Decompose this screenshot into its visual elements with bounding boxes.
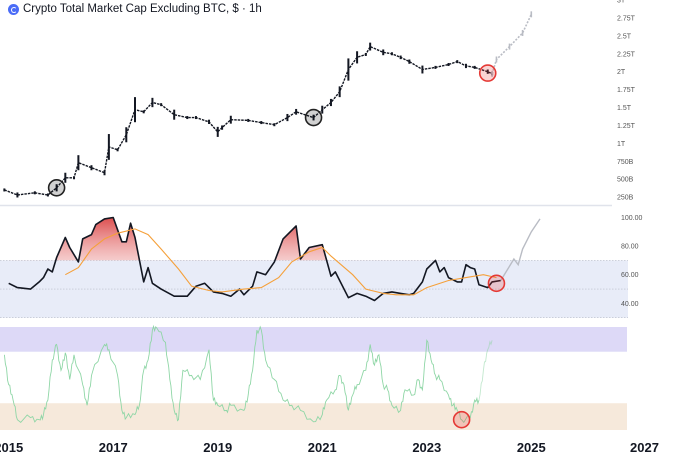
lower-band — [0, 403, 627, 430]
price-panel: 3T 2.75T 2.5T 2.25T 2T 1.75T 1.5T 1.25T 1T 750B 50… — [3, 0, 636, 202]
time-axis-label: 2017 — [99, 440, 128, 455]
upper-band — [0, 327, 627, 352]
price-candle — [273, 123, 276, 127]
price-candle — [408, 59, 411, 64]
time-axis-label: 2019 — [203, 440, 232, 455]
rsi-axis-label: 80.00 — [621, 244, 639, 251]
price-candle — [464, 63, 467, 69]
price-candle — [347, 58, 350, 81]
price-axis-label: 250B — [617, 195, 634, 202]
price-axis-label: 1.5T — [617, 105, 632, 112]
rsi-panel: 100.00 80.00 60.00 40.00 — [0, 215, 643, 319]
price-candle — [16, 192, 19, 198]
projection-candle — [530, 11, 533, 18]
price-candle — [55, 184, 58, 192]
price-candle — [103, 170, 106, 176]
price-candle — [390, 52, 393, 56]
projection-candle — [521, 29, 524, 36]
time-axis-label: 2025 — [517, 440, 546, 455]
price-candle — [456, 60, 459, 64]
oscillator-panel — [0, 324, 627, 430]
chart-title-text: Crypto Total Market Cap Excluding BTC, $… — [23, 3, 262, 15]
price-candle — [434, 65, 437, 69]
price-axis-label: 2.75T — [617, 15, 636, 22]
rsi-axis-label: 60.00 — [621, 272, 639, 279]
highlight-circle-gray — [47, 178, 66, 197]
price-axis-label: 2T — [617, 69, 626, 76]
price-candle — [77, 155, 80, 171]
price-axis-label: 500B — [617, 177, 634, 184]
time-axis-label: 2021 — [308, 440, 337, 455]
price-candle — [90, 165, 93, 171]
price-candle — [160, 103, 163, 107]
price-axis-label: 1.25T — [617, 123, 636, 130]
rsi-line — [8, 216, 501, 302]
price-candle — [364, 52, 367, 56]
price-candle — [194, 116, 197, 120]
rsi-ma-line — [65, 228, 497, 296]
price-candle — [329, 98, 332, 107]
projection-candle — [495, 56, 498, 63]
highlight-circle-red — [478, 64, 497, 82]
price-candle — [356, 51, 359, 64]
highlight-circle-red — [452, 410, 471, 429]
price-candle — [312, 114, 315, 121]
price-axis-label: 3T — [617, 0, 626, 5]
time-axis-label: 2015 — [0, 440, 23, 455]
price-candle — [473, 65, 476, 69]
price-candle — [486, 69, 489, 74]
price-axis-label: 1T — [617, 141, 626, 148]
price-candle — [229, 115, 232, 124]
highlight-circle-red — [487, 274, 506, 293]
price-candle — [151, 97, 154, 108]
price-axis-label: 750B — [617, 159, 634, 166]
price-candle — [208, 119, 211, 125]
rsi-axis-label: 100.00 — [621, 215, 643, 222]
coin-logo-icon — [8, 3, 19, 15]
price-candle — [33, 191, 36, 195]
price-candle — [399, 55, 402, 60]
price-candle — [216, 126, 219, 137]
price-candle — [142, 110, 145, 114]
time-axis-label: 2027 — [630, 440, 659, 455]
oscillator-projection-line — [478, 340, 493, 401]
price-candle — [186, 116, 189, 120]
price-candle — [116, 148, 119, 152]
projection-line — [491, 13, 533, 75]
projection-candle — [491, 70, 493, 77]
price-candle — [221, 125, 224, 130]
price-candle — [134, 97, 136, 123]
oscillator-line — [3, 324, 480, 424]
highlight-circle-gray — [304, 108, 323, 127]
price-candle — [286, 113, 289, 122]
price-candle — [295, 108, 298, 115]
price-candle — [107, 134, 110, 160]
price-candle — [125, 127, 128, 143]
chart-title: Crypto Total Market Cap Excluding BTC, $… — [8, 3, 262, 15]
projection-candle — [508, 43, 511, 50]
price-candle — [3, 188, 6, 192]
price-candle — [260, 121, 263, 125]
price-candle — [321, 105, 324, 114]
price-axis-label: 2.25T — [617, 51, 636, 58]
price-candle — [46, 193, 49, 197]
price-candle — [369, 42, 372, 51]
price-axis-label: 2.5T — [617, 33, 632, 40]
rsi-projection-line — [500, 218, 541, 281]
price-candle — [421, 65, 424, 74]
price-candle — [447, 63, 450, 67]
price-candle — [73, 176, 76, 180]
price-candle — [247, 118, 250, 122]
price-candle — [382, 49, 385, 56]
price-candle — [173, 109, 176, 120]
price-axis-label: 1.75T — [617, 87, 636, 94]
rsi-axis-label: 40.00 — [621, 301, 639, 308]
time-axis-label: 2023 — [412, 440, 441, 455]
time-axis: 2015 2017 2019 2021 2023 2025 2027 — [0, 440, 659, 455]
price-candle — [338, 86, 341, 98]
price-candle — [64, 172, 67, 183]
